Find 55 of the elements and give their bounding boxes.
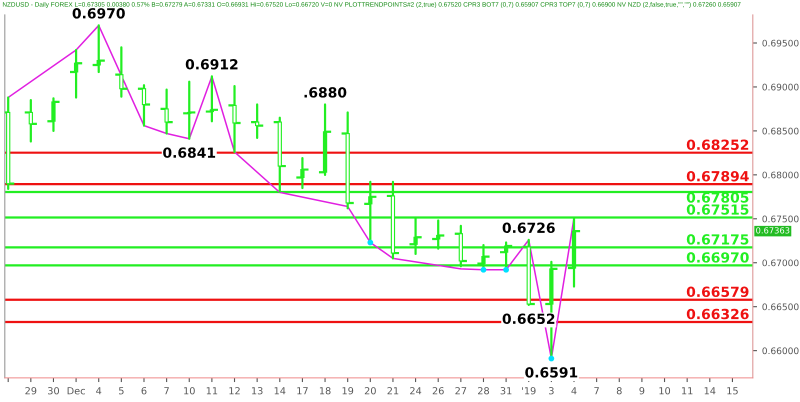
y-tick-label: 0.69000: [762, 84, 799, 91]
x-tick-label: 21: [387, 387, 398, 394]
x-tick-label: 28: [478, 387, 489, 394]
annotation: 0.6912: [186, 59, 238, 70]
x-tick-label: 11: [206, 387, 218, 394]
annotation: 0.6841: [163, 147, 216, 158]
x-tick-label: 24: [410, 387, 422, 394]
annotation: 0.6652: [502, 314, 554, 324]
y-tick-label: 0.67000: [762, 259, 799, 266]
annotation: 0.6591: [525, 367, 578, 378]
ref-line-label: 0.67175: [686, 234, 748, 245]
x-tick-label: Dec: [68, 387, 85, 394]
annotation: 0.6970: [72, 8, 125, 19]
x-tick-label: 31: [500, 387, 512, 394]
x-tick-label: 4: [96, 387, 102, 394]
x-tick-label: 15: [727, 387, 738, 394]
y-tick-label: 0.68500: [762, 128, 799, 134]
y-tick-label: 0.66500: [762, 303, 799, 310]
x-tick-label: 6: [142, 387, 146, 394]
ref-line-label: 0.66970: [686, 252, 749, 263]
text: 0.67363: [756, 227, 790, 234]
x-tick-label: 7: [164, 387, 169, 394]
x-tick-label: 14: [704, 387, 716, 394]
ref-line-label: 0.67894: [686, 170, 749, 182]
x-tick-label: 10: [659, 387, 670, 394]
x-tick-label: 11: [682, 387, 692, 394]
ref-line-label: 0.67515: [686, 204, 748, 215]
x-tick-label: 18: [320, 387, 331, 394]
x-tick-label: 10: [184, 387, 195, 394]
x-tick-label: 3: [549, 387, 554, 394]
y-tick-label: 0.67500: [762, 216, 799, 222]
x-tick-label: 7: [594, 387, 599, 394]
x-tick-label: 26: [432, 387, 444, 394]
ref-line-label: 0.68252: [686, 139, 748, 150]
x-tick-label: 20: [364, 387, 376, 394]
x-tick-label: 12: [229, 387, 240, 394]
ref-line-label: 0.66579: [686, 286, 749, 298]
x-tick-label: 14: [274, 387, 286, 394]
y-tick-label: 0.69500: [762, 40, 799, 47]
annotation: 0.6726: [502, 222, 555, 234]
x-tick-label: 27: [455, 387, 466, 394]
x-tick-label: 30: [48, 387, 59, 394]
x-tick-label: 9: [639, 387, 644, 394]
x-tick-label: 13: [252, 387, 263, 394]
ref-line-label: 0.66326: [686, 308, 749, 320]
x-tick-label: 29: [25, 387, 36, 394]
x-tick-label: 4: [571, 387, 577, 394]
x-tick-label: '19: [522, 387, 536, 394]
x-tick-label: 8: [616, 387, 622, 394]
annotation: .6880: [304, 87, 346, 98]
y-tick-label: 0.66000: [762, 347, 799, 354]
y-tick-label: 0.68000: [762, 172, 799, 178]
x-tick-label: 17: [297, 387, 308, 394]
x-tick-label: 19: [342, 387, 354, 394]
x-tick-label: 5: [119, 387, 124, 394]
